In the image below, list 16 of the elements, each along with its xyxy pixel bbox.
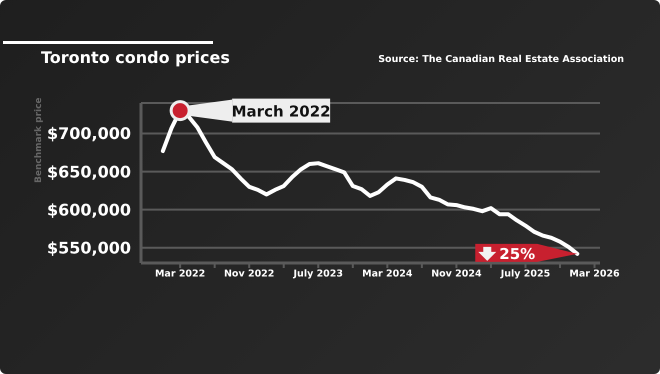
annotation: 25%: [499, 244, 536, 263]
chart-title: Toronto condo prices: [41, 48, 230, 67]
x-tick-label: July 2023: [292, 268, 344, 280]
y-tick-label: $700,000: [46, 124, 131, 144]
y-tick-label: $550,000: [46, 238, 131, 258]
y-tick-label: $600,000: [46, 200, 131, 220]
x-tick-label: Nov 2022: [224, 268, 274, 280]
x-tick-label: Mar 2022: [154, 268, 206, 280]
x-tick-label: Nov 2024: [431, 268, 482, 280]
x-tick-label: Mar 2024: [362, 268, 413, 280]
y-tick-label: $650,000: [46, 162, 131, 182]
x-tick-label: Mar 2026: [569, 268, 620, 280]
annotation: March 2022: [232, 102, 331, 121]
source-note: Source: The Canadian Real Estate Association: [378, 54, 624, 65]
y-axis-title: Benchmark price: [34, 97, 44, 183]
x-tick-label: July 2025: [500, 268, 550, 280]
